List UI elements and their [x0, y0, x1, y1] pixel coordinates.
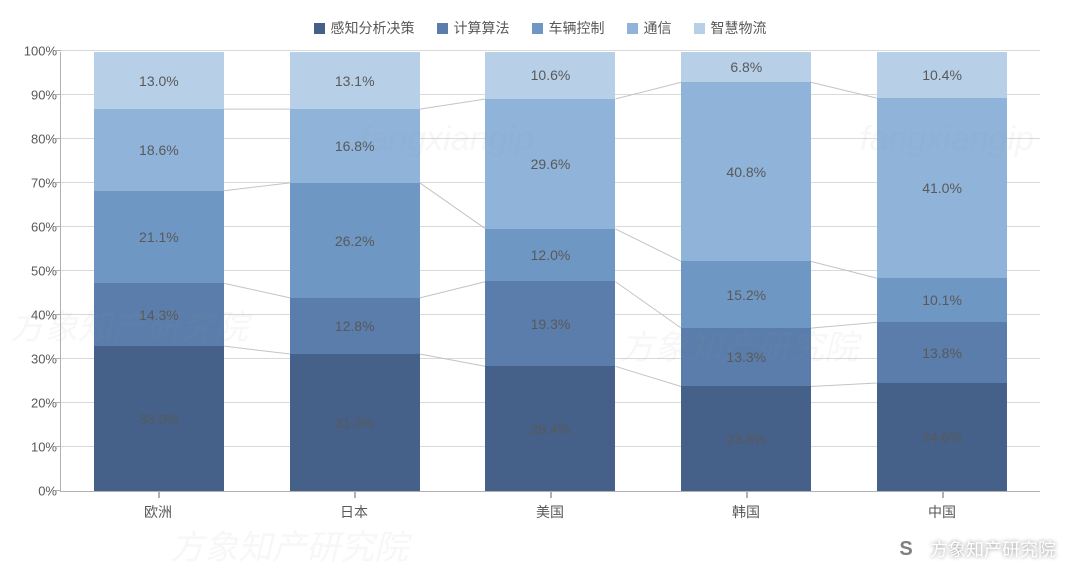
bar-column: 33.0% 14.3% 21.1% 18.6% 13.0%: [94, 52, 224, 491]
legend-item: 智慧物流: [694, 18, 767, 38]
bar-segment: 12.0%: [485, 229, 615, 282]
legend-swatch: [627, 23, 638, 34]
bar-segment: 10.6%: [485, 52, 615, 99]
bar-segment: 33.0%: [94, 346, 224, 491]
bar-segment: 21.1%: [94, 191, 224, 284]
bar-segment: 24.6%: [877, 383, 1007, 491]
legend-swatch: [532, 23, 543, 34]
bar-column: 23.8% 13.3% 15.2% 40.8% 6.8%: [681, 52, 811, 491]
bar-segment: 13.0%: [94, 52, 224, 109]
segment-label: 29.6%: [531, 156, 571, 172]
ytick-label: 0%: [3, 484, 57, 499]
x-axis: 欧洲 日本 美国 韩国 中国: [60, 492, 1040, 522]
legend-item: 通信: [627, 18, 672, 38]
segment-label: 10.6%: [531, 67, 571, 83]
y-axis: 0%10%20%30%40%50%60%70%80%90%100%: [3, 52, 57, 491]
wechat-icon: S: [890, 533, 922, 565]
segment-label: 24.6%: [922, 429, 962, 445]
segment-label: 10.4%: [922, 67, 962, 83]
bar-column: 24.6% 13.8% 10.1% 41.0% 10.4%: [877, 52, 1007, 491]
legend-item: 感知分析决策: [314, 18, 415, 38]
segment-label: 41.0%: [922, 180, 962, 196]
legend-label: 智慧物流: [711, 18, 767, 38]
ytick-label: 80%: [3, 132, 57, 147]
legend-swatch: [437, 23, 448, 34]
xtick-label: 中国: [877, 492, 1007, 522]
segment-label: 13.3%: [726, 349, 766, 365]
bar-segment: 29.6%: [485, 99, 615, 229]
bar-segment: 19.3%: [485, 281, 615, 366]
segment-label: 31.2%: [335, 415, 375, 431]
segment-label: 14.3%: [139, 307, 179, 323]
segment-label: 40.8%: [726, 164, 766, 180]
legend-label: 通信: [644, 18, 672, 38]
bar-segment: 13.1%: [290, 52, 420, 109]
bar-segment: 10.1%: [877, 278, 1007, 322]
ytick-label: 90%: [3, 88, 57, 103]
legend-item: 计算算法: [437, 18, 510, 38]
watermark-label: 方象知产研究院: [930, 536, 1056, 562]
segment-label: 16.8%: [335, 138, 375, 154]
xtick-label: 日本: [289, 492, 419, 522]
chart-container: 感知分析决策 计算算法 车辆控制 通信 智慧物流 0%10%20%30%40%50%60…: [40, 10, 1040, 550]
watermark-logo: S 方象知产研究院: [890, 533, 1056, 565]
bar-segment: 6.8%: [681, 52, 811, 82]
ytick-label: 40%: [3, 308, 57, 323]
segment-label: 23.8%: [726, 431, 766, 447]
bar-segment: 28.4%: [485, 366, 615, 491]
xtick-label: 欧洲: [93, 492, 223, 522]
bar-segment: 31.2%: [290, 354, 420, 491]
bar-segment: 14.3%: [94, 283, 224, 346]
bars-group: 33.0% 14.3% 21.1% 18.6% 13.0% 31.2% 12.8% 26.2%…: [61, 52, 1040, 491]
segment-label: 12.8%: [335, 318, 375, 334]
segment-label: 12.0%: [531, 247, 571, 263]
xtick-label: 美国: [485, 492, 615, 522]
bar-segment: 16.8%: [290, 109, 420, 183]
segment-label: 26.2%: [335, 233, 375, 249]
segment-label: 21.1%: [139, 229, 179, 245]
ytick-label: 30%: [3, 352, 57, 367]
bar-segment: 10.4%: [877, 52, 1007, 98]
bar-column: 31.2% 12.8% 26.2% 16.8% 13.1%: [290, 52, 420, 491]
bar-segment: 18.6%: [94, 109, 224, 191]
legend-label: 计算算法: [454, 18, 510, 38]
legend-label: 感知分析决策: [331, 18, 415, 38]
bar-segment: 40.8%: [681, 82, 811, 261]
bar-segment: 15.2%: [681, 261, 811, 328]
bar-segment: 26.2%: [290, 183, 420, 298]
ytick-label: 20%: [3, 396, 57, 411]
segment-label: 13.0%: [139, 73, 179, 89]
segment-label: 33.0%: [139, 411, 179, 427]
bar-segment: 13.8%: [877, 322, 1007, 383]
segment-label: 13.8%: [922, 345, 962, 361]
segment-label: 6.8%: [730, 59, 762, 75]
legend: 感知分析决策 计算算法 车辆控制 通信 智慧物流: [40, 10, 1040, 52]
ytick-label: 70%: [3, 176, 57, 191]
bar-segment: 23.8%: [681, 386, 811, 491]
segment-label: 10.1%: [922, 292, 962, 308]
ytick-label: 60%: [3, 220, 57, 235]
legend-label: 车辆控制: [549, 18, 605, 38]
legend-swatch: [314, 23, 325, 34]
segment-label: 15.2%: [726, 287, 766, 303]
segment-label: 19.3%: [531, 316, 571, 332]
plot-area: 0%10%20%30%40%50%60%70%80%90%100% 33.0%1…: [60, 52, 1040, 492]
segment-label: 18.6%: [139, 142, 179, 158]
segment-label: 13.1%: [335, 73, 375, 89]
legend-item: 车辆控制: [532, 18, 605, 38]
ytick-label: 100%: [3, 44, 57, 59]
bar-segment: 12.8%: [290, 298, 420, 354]
bar-segment: 13.3%: [681, 328, 811, 386]
bar-segment: 41.0%: [877, 98, 1007, 278]
gridline: [61, 50, 1040, 51]
bar-column: 28.4% 19.3% 12.0% 29.6% 10.6%: [485, 52, 615, 491]
ytick-label: 50%: [3, 264, 57, 279]
ytick-label: 10%: [3, 440, 57, 455]
xtick-label: 韩国: [681, 492, 811, 522]
segment-label: 28.4%: [531, 421, 571, 437]
legend-swatch: [694, 23, 705, 34]
